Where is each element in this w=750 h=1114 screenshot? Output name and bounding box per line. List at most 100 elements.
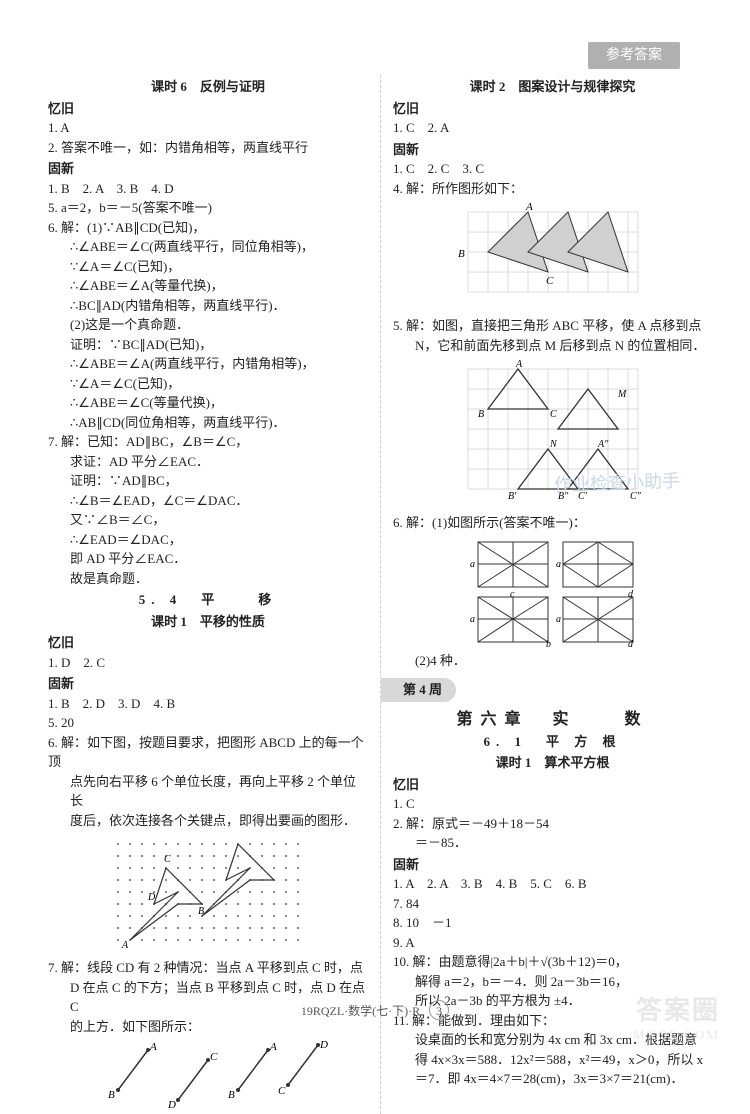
proof-step: 又∵∠B＝∠C， bbox=[48, 510, 368, 530]
svg-text:A″: A″ bbox=[597, 439, 609, 450]
svg-text:a: a bbox=[556, 559, 561, 570]
svg-text:C: C bbox=[550, 409, 557, 420]
answer-line: N，它和前面先移到点 M 后移到点 N 的位置相同． bbox=[393, 336, 712, 356]
answer-line: ＝－85． bbox=[393, 833, 712, 853]
answer-line: 2. 解：原式＝－49＋18－54 bbox=[393, 814, 712, 834]
yijiu-label: 忆旧 bbox=[393, 775, 712, 795]
proof-step: 即 AD 平分∠EAC． bbox=[48, 549, 368, 569]
answer-line: 1. C bbox=[393, 794, 712, 814]
tile-patterns-figure: ac ad ab ad bbox=[468, 537, 638, 647]
footer-code: 19RQZL·数学(七·下)·R bbox=[301, 1004, 420, 1018]
dot-grid-translation-figure: A B C D bbox=[108, 834, 308, 954]
svg-text:C: C bbox=[546, 275, 554, 287]
svg-text:C″: C″ bbox=[630, 491, 642, 502]
answer-line: 5. 20 bbox=[48, 713, 368, 733]
answer-line: 4. 解：所作图形如下： bbox=[393, 179, 712, 199]
answer-line: 7. 解：线段 CD 有 2 种情况：当点 A 平移到点 C 时，点 bbox=[48, 958, 368, 978]
answer-line: 1. B 2. A 3. B 4. D bbox=[48, 179, 368, 199]
answer-line: 7. 84 bbox=[393, 894, 712, 914]
proof-step: 求证：AD 平分∠EAC． bbox=[48, 452, 368, 472]
svg-text:c: c bbox=[510, 589, 515, 600]
answer-line: 6. 解：(1)∵AB∥CD(已知)， bbox=[48, 218, 368, 238]
guxin-label: 固新 bbox=[48, 674, 368, 694]
triangle-translate-figure: ABC M NB′C′ A″B″C″ bbox=[458, 359, 648, 509]
svg-text:C′: C′ bbox=[578, 491, 588, 502]
answer-line: 1. A bbox=[48, 118, 368, 138]
svg-text:C: C bbox=[210, 1051, 218, 1063]
svg-text:C: C bbox=[164, 854, 171, 865]
svg-text:N: N bbox=[549, 439, 558, 450]
lesson1-sqrt-title: 课时 1 算术平方根 bbox=[393, 753, 712, 773]
proof-step: 证明：∵AD∥BC， bbox=[48, 471, 368, 491]
section-5-4-title: 5. 4 平 移 bbox=[48, 590, 368, 610]
guxin-label: 固新 bbox=[393, 855, 712, 875]
svg-text:C: C bbox=[278, 1085, 286, 1097]
answer-line: 10. 解：由题意得|2a＋b|＋√(3b＋12)＝0， bbox=[393, 952, 712, 972]
answer-line: 6. 解：如下图，按题目要求，把图形 ABCD 上的每一个顶 bbox=[48, 733, 368, 772]
answer-line: 1. C 2. C 3. C bbox=[393, 159, 712, 179]
lesson2-title: 课时 2 图案设计与规律探究 bbox=[393, 77, 712, 97]
segment-translation-figure: AB CD AB DC bbox=[88, 1040, 328, 1110]
proof-step: ∴∠B＝∠EAD，∠C＝∠DAC． bbox=[48, 491, 368, 511]
lesson6-title: 课时 6 反例与证明 bbox=[48, 77, 368, 97]
guxin-label: 固新 bbox=[48, 159, 368, 179]
section-6-1-title: 6. 1 平 方 根 bbox=[393, 732, 712, 752]
svg-text:A: A bbox=[149, 1041, 157, 1053]
svg-text:B: B bbox=[228, 1089, 235, 1101]
svg-text:A: A bbox=[525, 202, 533, 213]
yijiu-label: 忆旧 bbox=[393, 99, 712, 119]
svg-text:B: B bbox=[198, 906, 204, 917]
answer-line: ＝7．即 4x＝4×7＝28(cm)，3x＝3×7＝21(cm)． bbox=[393, 1069, 712, 1089]
proof-step: ∴∠ABE＝∠A(两直线平行，内错角相等)， bbox=[48, 354, 368, 374]
proof-step: ∵∠A＝∠C(已知)， bbox=[48, 374, 368, 394]
svg-text:a: a bbox=[556, 614, 561, 625]
answer-line: 2. 答案不唯一，如：内错角相等，两直线平行 bbox=[48, 138, 368, 158]
svg-text:B: B bbox=[108, 1089, 115, 1101]
answer-line: 得 4x×3x＝588．12x²＝588，x²＝49，x＞0，所以 x bbox=[393, 1050, 712, 1070]
svg-text:A: A bbox=[121, 940, 129, 951]
pattern-design-figure: B A C bbox=[458, 202, 648, 312]
svg-text:a: a bbox=[470, 559, 475, 570]
answer-line: 6. 解：(1)如图所示(答案不唯一)： bbox=[393, 513, 712, 533]
guxin-label: 固新 bbox=[393, 140, 712, 160]
answer-key-header: 参考答案 bbox=[588, 42, 680, 69]
answer-line: 1. B 2. D 3. D 4. B bbox=[48, 694, 368, 714]
answer-line: 度后，依次连接各个关键点，即得出要画的图形． bbox=[48, 811, 368, 831]
proof-step: ∴∠EAD＝∠DAC， bbox=[48, 530, 368, 550]
svg-text:D: D bbox=[147, 892, 156, 903]
proof-step: (2)这是一个真命题． bbox=[48, 315, 368, 335]
svg-text:b: b bbox=[546, 639, 551, 647]
svg-text:B: B bbox=[478, 409, 484, 420]
page-number: 3 bbox=[429, 1000, 449, 1020]
answer-line: 7. 解：已知：AD∥BC，∠B＝∠C， bbox=[48, 432, 368, 452]
proof-step: ∴∠ABE＝∠A(等量代换)， bbox=[48, 276, 368, 296]
yijiu-label: 忆旧 bbox=[48, 99, 368, 119]
svg-text:D: D bbox=[167, 1099, 176, 1110]
svg-text:M: M bbox=[617, 389, 627, 400]
left-column: 课时 6 反例与证明 忆旧 1. A 2. 答案不唯一，如：内错角相等，两直线平… bbox=[48, 75, 380, 1114]
two-column-layout: 课时 6 反例与证明 忆旧 1. A 2. 答案不唯一，如：内错角相等，两直线平… bbox=[0, 0, 750, 1114]
lesson1-title: 课时 1 平移的性质 bbox=[48, 612, 368, 632]
answer-line: 解得 a＝2，b＝－4．则 2a－3b＝16， bbox=[393, 972, 712, 992]
proof-step: ∴∠ABE＝∠C(等量代换)， bbox=[48, 393, 368, 413]
proof-step: 证明：∵BC∥AD(已知)， bbox=[48, 335, 368, 355]
answer-line: 9. A bbox=[393, 933, 712, 953]
answer-line: 5. 解：如图，直接把三角形 ABC 平移，使 A 点移到点 bbox=[393, 316, 712, 336]
proof-step: 故是真命题． bbox=[48, 569, 368, 589]
answer-line: 8. 10 －1 bbox=[393, 913, 712, 933]
answer-line: 1. A 2. A 3. B 4. B 5. C 6. B bbox=[393, 874, 712, 894]
answer-line: 点先向右平移 6 个单位长度，再向上平移 2 个单位长 bbox=[48, 772, 368, 811]
proof-step: ∵∠A＝∠C(已知)， bbox=[48, 257, 368, 277]
svg-text:B′: B′ bbox=[508, 491, 517, 502]
right-column: 课时 2 图案设计与规律探究 忆旧 1. C 2. A 固新 1. C 2. C… bbox=[380, 75, 712, 1114]
svg-text:B″: B″ bbox=[558, 491, 569, 502]
proof-step: ∴BC∥AD(内错角相等，两直线平行)． bbox=[48, 296, 368, 316]
svg-text:B: B bbox=[458, 248, 465, 260]
svg-text:D: D bbox=[319, 1040, 328, 1051]
yijiu-label: 忆旧 bbox=[48, 633, 368, 653]
answer-line: 1. D 2. C bbox=[48, 653, 368, 673]
answer-line: 1. C 2. A bbox=[393, 118, 712, 138]
chapter-6-title: 第六章 实 数 bbox=[393, 708, 712, 732]
proof-step: ∴AB∥CD(同位角相等，两直线平行)． bbox=[48, 413, 368, 433]
svg-text:a: a bbox=[470, 614, 475, 625]
